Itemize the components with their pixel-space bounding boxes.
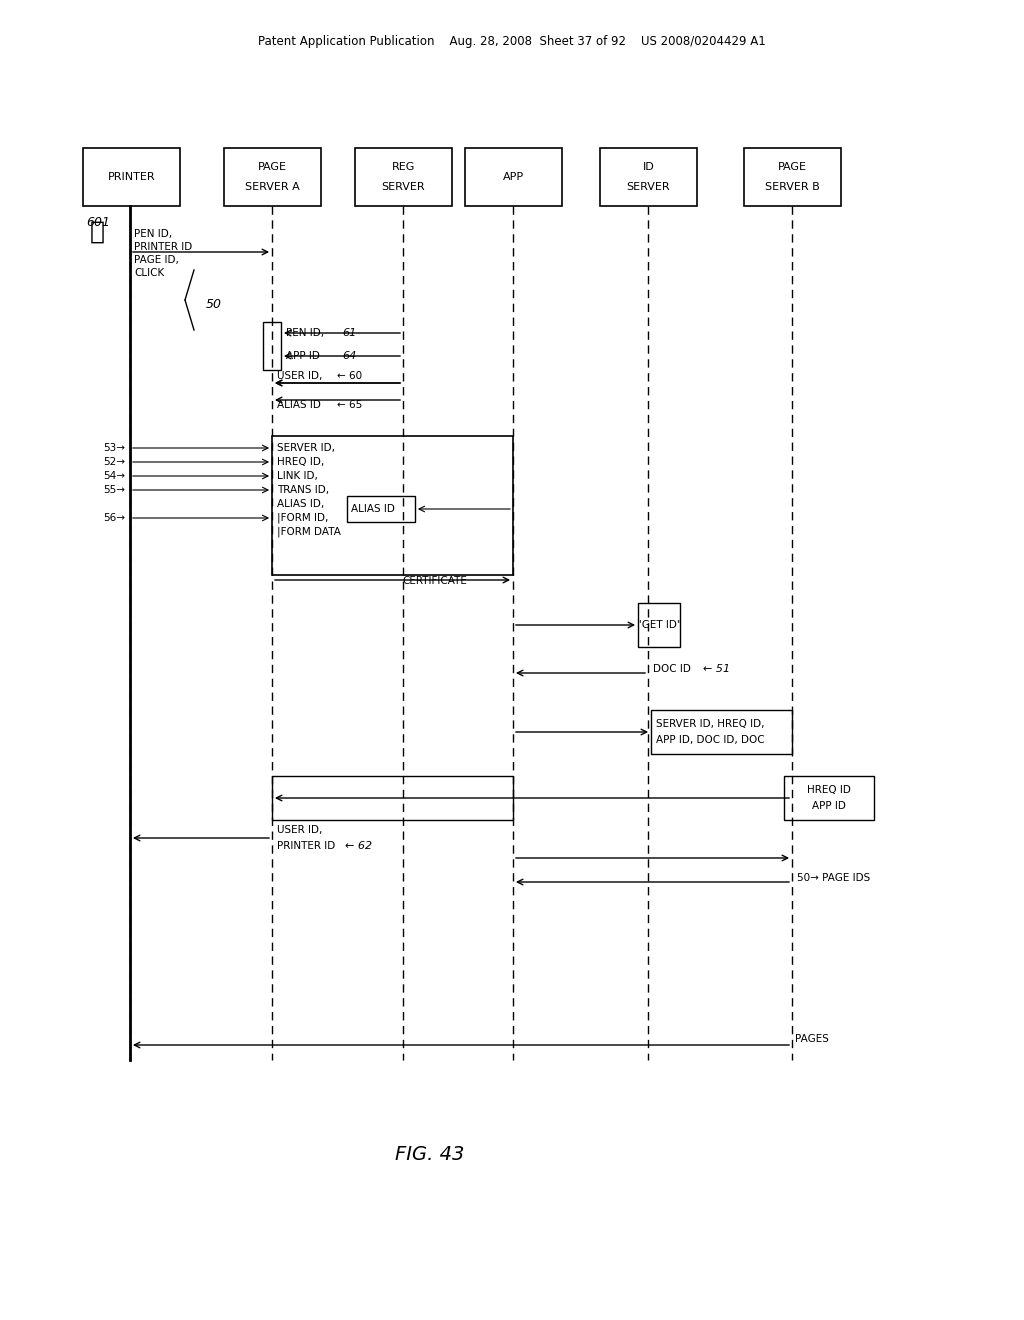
Text: APP ID, DOC ID, DOC: APP ID, DOC ID, DOC (656, 735, 765, 744)
Text: PAGE: PAGE (258, 161, 287, 172)
Text: 601: 601 (86, 215, 110, 228)
Text: |FORM ID,: |FORM ID, (278, 512, 329, 523)
Text: SERVER B: SERVER B (765, 182, 820, 193)
Text: PEN ID,: PEN ID, (286, 327, 325, 338)
Text: PRINTER ID: PRINTER ID (278, 841, 335, 851)
Text: 53→: 53→ (103, 444, 125, 453)
Bar (651, 710, 792, 754)
Bar (744, 148, 841, 206)
Text: PAGE ID,: PAGE ID, (134, 255, 179, 265)
Bar (784, 776, 874, 820)
Text: 50: 50 (206, 298, 222, 312)
Text: |FORM DATA: |FORM DATA (278, 527, 341, 537)
Text: ← 60: ← 60 (337, 371, 362, 381)
Text: SERVER: SERVER (627, 182, 671, 193)
Text: ID: ID (643, 161, 654, 172)
Text: 56→: 56→ (103, 513, 125, 523)
Bar (83, 148, 180, 206)
Text: 50→ PAGE IDS: 50→ PAGE IDS (797, 873, 870, 883)
Text: ALIAS ID: ALIAS ID (351, 504, 395, 513)
Text: ALIAS ID,: ALIAS ID, (278, 499, 325, 510)
Text: ALIAS ID: ALIAS ID (278, 400, 321, 411)
Bar (600, 148, 697, 206)
Text: ← 65: ← 65 (337, 400, 362, 411)
Text: APP: APP (503, 172, 524, 182)
Text: USER ID,: USER ID, (278, 371, 323, 381)
Text: "GET ID": "GET ID" (637, 620, 681, 630)
Bar (224, 148, 321, 206)
Text: SERVER: SERVER (382, 182, 425, 193)
Text: SERVER ID, HREQ ID,: SERVER ID, HREQ ID, (656, 719, 765, 729)
Text: 54→: 54→ (103, 471, 125, 480)
Text: SERVER A: SERVER A (245, 182, 300, 193)
Text: CLICK: CLICK (134, 268, 164, 279)
Bar (465, 148, 562, 206)
Bar (272, 436, 513, 576)
Text: HREQ ID,: HREQ ID, (278, 457, 325, 467)
Text: TRANS ID,: TRANS ID, (278, 484, 329, 495)
Text: HREQ ID: HREQ ID (807, 785, 851, 795)
Bar (638, 603, 680, 647)
Text: 〈: 〈 (89, 220, 104, 244)
Text: PAGE: PAGE (778, 161, 807, 172)
Bar (272, 776, 513, 820)
Text: ← 62: ← 62 (345, 841, 372, 851)
Text: REG: REG (392, 161, 415, 172)
Text: USER ID,: USER ID, (278, 825, 323, 836)
Text: PRINTER: PRINTER (108, 172, 156, 182)
Text: PRINTER ID: PRINTER ID (134, 242, 193, 252)
Text: APP ID: APP ID (812, 801, 846, 810)
Text: CERTIFICATE: CERTIFICATE (402, 576, 467, 586)
Text: LINK ID,: LINK ID, (278, 471, 317, 480)
Text: 64: 64 (342, 351, 356, 360)
Text: SERVER ID,: SERVER ID, (278, 444, 335, 453)
Bar (263, 322, 281, 370)
Text: 52→: 52→ (103, 457, 125, 467)
Text: DOC ID: DOC ID (653, 664, 691, 675)
Text: PAGES: PAGES (795, 1034, 828, 1044)
Text: 61: 61 (342, 327, 356, 338)
Bar (355, 148, 452, 206)
Text: 55→: 55→ (103, 484, 125, 495)
Text: Patent Application Publication    Aug. 28, 2008  Sheet 37 of 92    US 2008/02044: Patent Application Publication Aug. 28, … (258, 36, 766, 49)
Text: ← 51: ← 51 (703, 664, 730, 675)
Text: PEN ID,: PEN ID, (134, 228, 172, 239)
Text: APP ID: APP ID (286, 351, 319, 360)
Text: FIG. 43: FIG. 43 (395, 1146, 465, 1164)
Bar (347, 496, 415, 521)
